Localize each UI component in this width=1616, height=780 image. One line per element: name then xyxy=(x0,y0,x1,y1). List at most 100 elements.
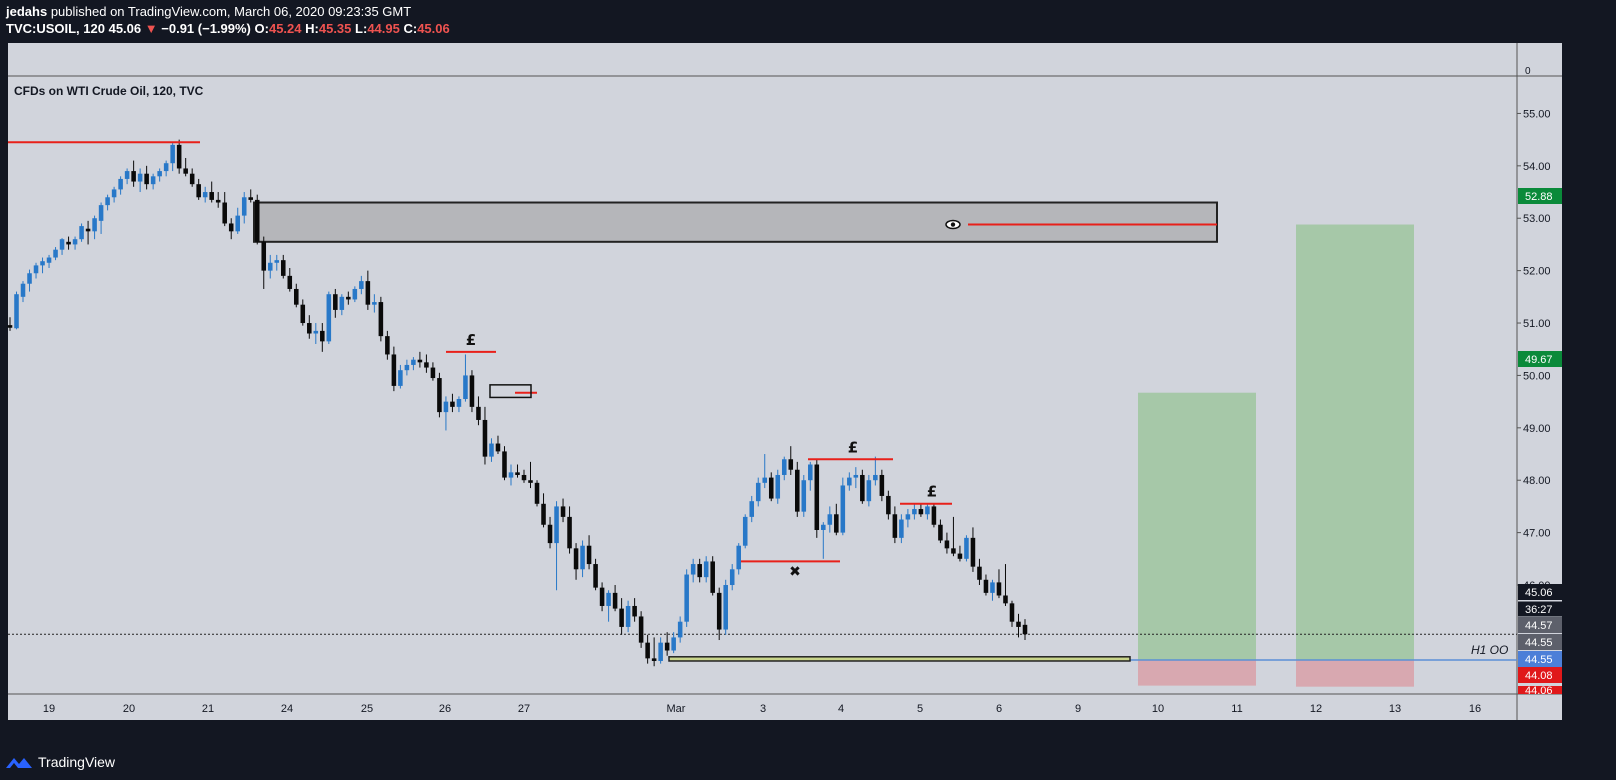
chart-title: CFDs on WTI Crude Oil, 120, TVC xyxy=(14,84,204,98)
candle-body xyxy=(788,459,794,470)
candle-body xyxy=(990,582,995,593)
publish-text: published on TradingView.com, March 06, … xyxy=(50,4,412,19)
x-tick-label: 3 xyxy=(760,703,766,715)
candle-body xyxy=(489,443,494,457)
candle-body xyxy=(404,364,410,371)
candle-body xyxy=(346,296,351,300)
candle-body xyxy=(209,192,214,200)
y-tick-label: 49.00 xyxy=(1523,423,1551,435)
candle-body xyxy=(385,336,390,355)
candle-body xyxy=(938,524,943,541)
candle-body xyxy=(840,485,846,533)
x-tick-label: 5 xyxy=(917,703,923,715)
axis-price-text: 44.57 xyxy=(1525,620,1553,632)
x-tick-label: 27 xyxy=(518,703,530,715)
candle-body xyxy=(391,354,397,386)
candle-body xyxy=(899,519,904,538)
candle-body xyxy=(593,564,598,588)
candle-body xyxy=(892,514,898,538)
candle-body xyxy=(92,218,97,232)
candle-body xyxy=(307,323,312,334)
candle-body xyxy=(456,399,462,407)
candle-body xyxy=(313,330,319,334)
candle-body xyxy=(814,464,820,530)
candle-body xyxy=(684,574,689,622)
candle-body xyxy=(40,261,45,266)
candle-body xyxy=(450,401,455,407)
tradingview-logo-icon[interactable] xyxy=(6,755,32,769)
candle-body xyxy=(847,477,852,486)
open-value: 45.24 xyxy=(268,21,302,36)
symbol[interactable]: TVC:USOIL, 120 xyxy=(6,21,105,36)
candle-body xyxy=(411,359,416,365)
candle-body xyxy=(482,419,488,457)
axis-price-badge xyxy=(1518,634,1562,650)
pound-label-2: £ xyxy=(848,438,858,456)
candle-body xyxy=(970,537,976,567)
candle-body xyxy=(46,257,52,263)
candle-body xyxy=(606,592,611,606)
candle-body xyxy=(873,474,878,481)
y-tick-label: 50.00 xyxy=(1523,370,1551,382)
y-tick-label: 52.00 xyxy=(1523,266,1551,278)
candle-body xyxy=(886,495,891,515)
axis-price-text: 36:27 xyxy=(1525,604,1553,616)
resistance-zone xyxy=(253,201,1218,243)
candle-body xyxy=(443,401,449,413)
long-position-target-zone xyxy=(1296,224,1414,660)
y-tick-label: 48.00 xyxy=(1523,475,1551,487)
pound-label-3: £ xyxy=(927,482,937,500)
candle-body xyxy=(502,451,507,478)
x-tick-label: 12 xyxy=(1310,703,1322,715)
candle-body xyxy=(150,176,156,185)
x-tick-label: 24 xyxy=(281,703,293,715)
x-tick-label: 9 xyxy=(1075,703,1081,715)
low-value: 44.95 xyxy=(367,21,400,36)
x-tick-label: 19 xyxy=(43,703,55,715)
candle-body xyxy=(372,302,377,305)
high-label: H: xyxy=(305,21,319,36)
candle-body xyxy=(66,241,71,245)
candle-body xyxy=(300,304,306,324)
candle-body xyxy=(775,474,781,499)
x-tick-label: 4 xyxy=(838,703,844,715)
long-position-stop-zone xyxy=(1296,659,1414,687)
long-position-stop-zone xyxy=(1138,659,1256,686)
candle-body xyxy=(612,592,618,609)
axis-price-badge xyxy=(1518,686,1562,694)
publisher-name: jedahs xyxy=(6,4,48,19)
axis-price-badge xyxy=(1518,601,1562,617)
axis-price-badge xyxy=(1518,188,1562,204)
axis-price-badge xyxy=(1518,584,1562,600)
candle-body xyxy=(534,482,540,504)
candle-body xyxy=(287,275,293,289)
candle-body xyxy=(580,545,585,570)
axis-price-text: 44.55 xyxy=(1525,637,1553,649)
x-tick-label: 20 xyxy=(123,703,135,715)
candle-body xyxy=(170,144,175,164)
candle-body xyxy=(228,223,234,232)
candle-body xyxy=(1016,621,1021,627)
candle-body xyxy=(528,480,533,483)
candle-body xyxy=(222,202,227,224)
candle-body xyxy=(879,474,885,496)
x-tick-label: 10 xyxy=(1152,703,1164,715)
y-tick-label: 54.00 xyxy=(1523,161,1551,173)
candle-body xyxy=(157,171,162,177)
candle-body xyxy=(144,173,149,185)
candle-body xyxy=(1003,595,1008,604)
footer: TradingView xyxy=(6,752,115,772)
candle-body xyxy=(931,506,937,525)
support-zone xyxy=(668,656,1131,662)
candle-body xyxy=(671,637,676,651)
candle-body xyxy=(254,199,260,242)
candle-body xyxy=(14,294,19,329)
candle-body xyxy=(677,621,683,638)
footer-brand[interactable]: TradingView xyxy=(38,754,116,770)
candle-body xyxy=(781,459,787,475)
candle-body xyxy=(834,514,839,533)
candle-body xyxy=(424,362,429,368)
x-tick-label: 6 xyxy=(996,703,1002,715)
candle-body xyxy=(508,472,514,478)
